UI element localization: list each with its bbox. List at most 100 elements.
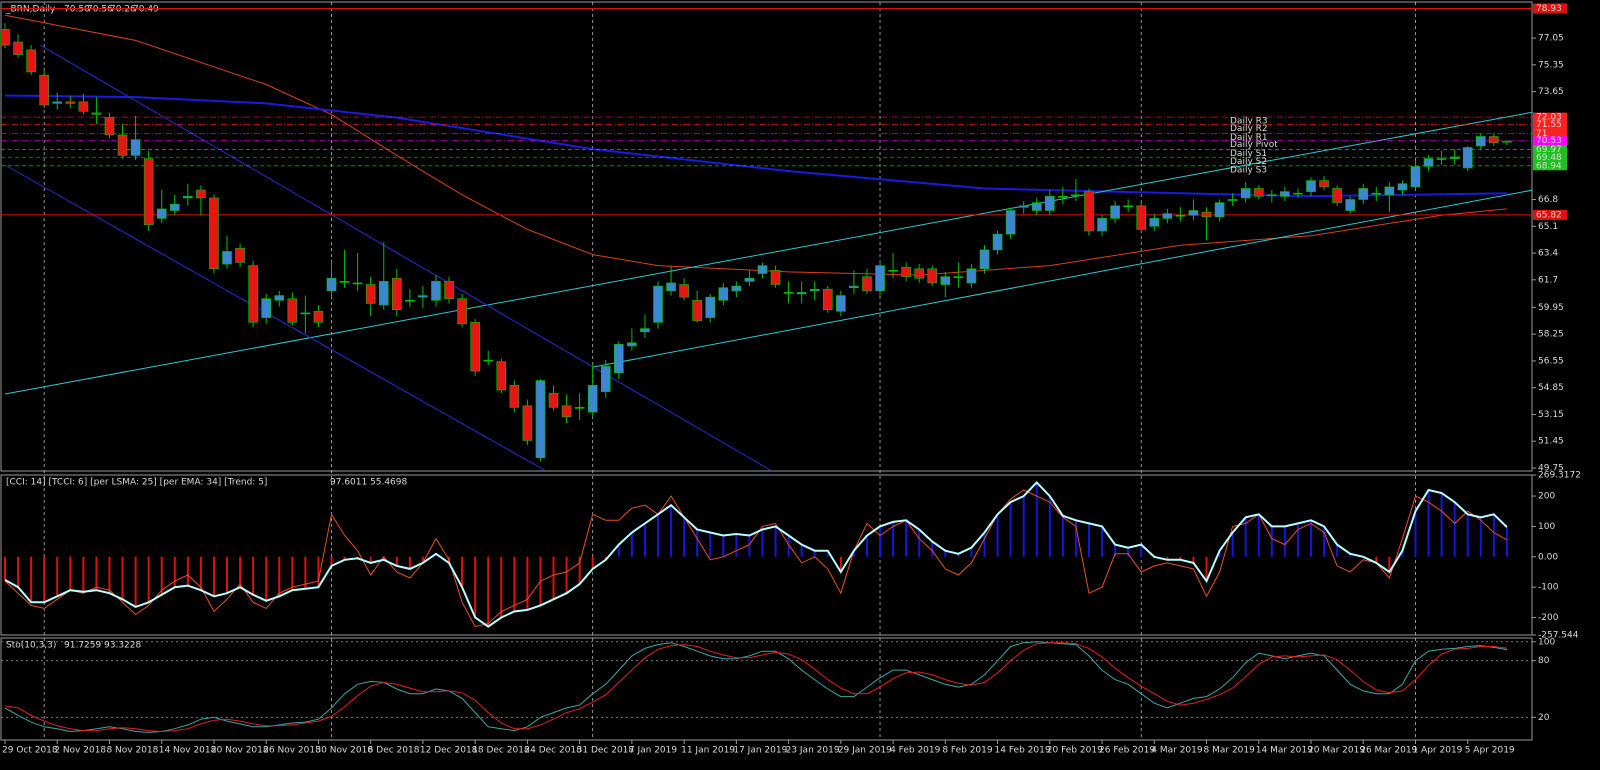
- y-tick-label: 0.00: [1538, 552, 1558, 562]
- candle-body: [979, 249, 990, 270]
- candle-body: [0, 29, 10, 46]
- indicator-line: [4, 111, 1532, 395]
- y-tick-label: -257.544: [1538, 631, 1579, 641]
- y-tick-label: -200: [1538, 613, 1559, 623]
- pivot-value: 69.48: [1536, 153, 1562, 163]
- candle-body: [1280, 191, 1290, 197]
- candle-body: [1162, 213, 1173, 219]
- candle-body: [444, 281, 454, 300]
- candle-body: [365, 284, 376, 304]
- candle-body: [470, 322, 480, 372]
- y-tick-label: 63.4: [1538, 249, 1558, 259]
- indicator-title: [CCI: 14] [TCCI: 6] [per LSMA: 25] [per …: [6, 478, 267, 488]
- candle-body: [26, 49, 36, 73]
- candle-body: [1332, 188, 1342, 203]
- y-tick-label: 269.3172: [1538, 471, 1581, 481]
- candle-body: [169, 203, 180, 211]
- candle-body: [39, 74, 49, 106]
- x-tick-label: 14 Nov 2018: [159, 746, 217, 756]
- price-label: 78.93: [1536, 4, 1562, 14]
- candle-body: [1397, 183, 1408, 191]
- candle-body: [1214, 202, 1225, 218]
- candle-body: [405, 299, 415, 302]
- candle-body: [653, 285, 663, 323]
- x-tick-label: 8 Nov 2018: [106, 746, 158, 756]
- candle-body: [862, 276, 872, 292]
- candle-body: [104, 117, 115, 136]
- candle-body: [535, 380, 546, 459]
- y-tick-label: 73.65: [1538, 87, 1564, 97]
- candle-body: [1319, 180, 1329, 188]
- candle-body: [836, 295, 846, 312]
- candle-body: [313, 311, 324, 323]
- candle-body: [248, 265, 258, 323]
- indicator-line: [592, 189, 1532, 368]
- candle-body: [156, 208, 167, 219]
- x-tick-label: 1 Apr 2019: [1412, 746, 1462, 756]
- candle-body: [992, 233, 1003, 251]
- x-tick-label: 24 Dec 2018: [524, 746, 582, 756]
- candle-body: [1175, 214, 1186, 217]
- pivot-name: Daily R3: [1230, 117, 1268, 127]
- pivot-value: 71: [1536, 129, 1547, 139]
- pivot-label-box: [1533, 145, 1567, 155]
- candle-body: [1136, 205, 1147, 230]
- x-tick-label: 11 Jan 2019: [681, 746, 735, 756]
- candle-body: [13, 41, 23, 55]
- candle-body: [1306, 180, 1316, 192]
- indicator-line: [4, 641, 1507, 733]
- candle-body: [1423, 158, 1434, 167]
- x-tick-label: 30 Nov 2018: [315, 746, 373, 756]
- candle-body: [117, 134, 128, 156]
- x-tick-label: 17 Jan 2019: [733, 746, 787, 756]
- candle-body: [679, 284, 689, 298]
- x-tick-label: 26 Nov 2018: [263, 746, 321, 756]
- pivot-value: 70.53: [1536, 136, 1562, 146]
- price-label: 65.82: [1536, 210, 1562, 220]
- y-tick-label: 53.15: [1538, 410, 1564, 420]
- indicator-title: Sto(10,3,3): [6, 641, 56, 651]
- candle-body: [1489, 136, 1499, 144]
- candle-body: [731, 285, 742, 292]
- candle-body: [1045, 196, 1055, 211]
- candle-body: [509, 385, 520, 408]
- y-tick-label: 49.75: [1538, 464, 1564, 474]
- pivot-value: 69.97: [1536, 145, 1562, 155]
- indicator-line: [4, 642, 1507, 733]
- indicator-line: [4, 14, 1507, 276]
- candle-body: [1201, 211, 1212, 218]
- candle-body: [1462, 147, 1473, 169]
- chart-layer: 77.05 75.35 73.65 66.8 65.1 63.4 61.7 59.95 58.2…: [0, 2, 1581, 756]
- candle-body: [705, 296, 716, 318]
- pivot-value: 71.55: [1536, 120, 1562, 130]
- candle-body: [235, 248, 245, 263]
- candle-body: [587, 385, 598, 413]
- x-tick-label: 2 Nov 2018: [54, 746, 106, 756]
- candle-body: [1071, 194, 1081, 197]
- y-tick-label: 58.25: [1538, 330, 1564, 340]
- candle-body: [183, 196, 193, 199]
- indicator-line: [40, 44, 771, 471]
- candle-body: [1410, 166, 1421, 188]
- candle-body: [940, 276, 951, 285]
- pivot-label-box: [1533, 161, 1567, 171]
- y-tick-label: -100: [1538, 583, 1559, 593]
- candle-body: [78, 101, 89, 112]
- candle-body: [770, 270, 781, 285]
- candle-body: [1018, 205, 1029, 208]
- candle-body: [901, 266, 911, 277]
- candle-body: [718, 287, 729, 301]
- candle-body: [52, 101, 63, 104]
- pivot-name: Daily R1: [1230, 133, 1268, 143]
- main-panel-frame: [0, 1, 1533, 472]
- x-tick-label: 18 Dec 2018: [472, 746, 530, 756]
- price-label-box: [1533, 3, 1567, 14]
- candle-body: [1345, 199, 1355, 211]
- candle-body: [339, 281, 350, 283]
- candle-body: [391, 277, 402, 311]
- candle-body: [875, 265, 885, 292]
- pivot-value: 68.94: [1536, 161, 1562, 171]
- y-tick-label: 20: [1538, 713, 1550, 723]
- ohlc-readout: 70.49: [133, 5, 159, 15]
- x-tick-label: 8 Mar 2019: [1204, 746, 1256, 756]
